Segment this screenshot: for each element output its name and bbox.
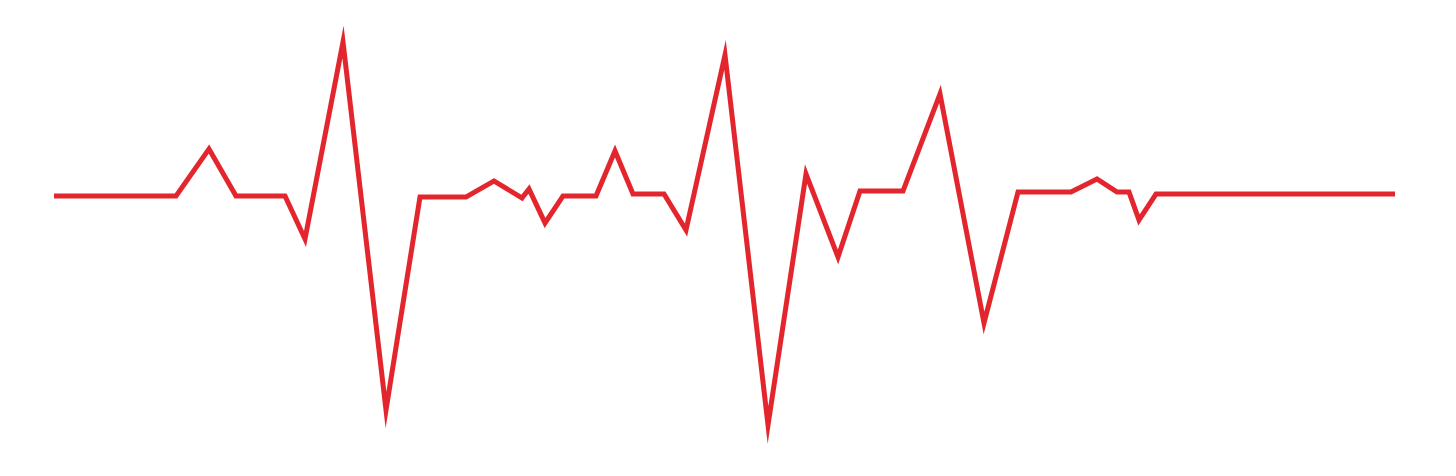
- heartbeat-line: [54, 25, 1395, 444]
